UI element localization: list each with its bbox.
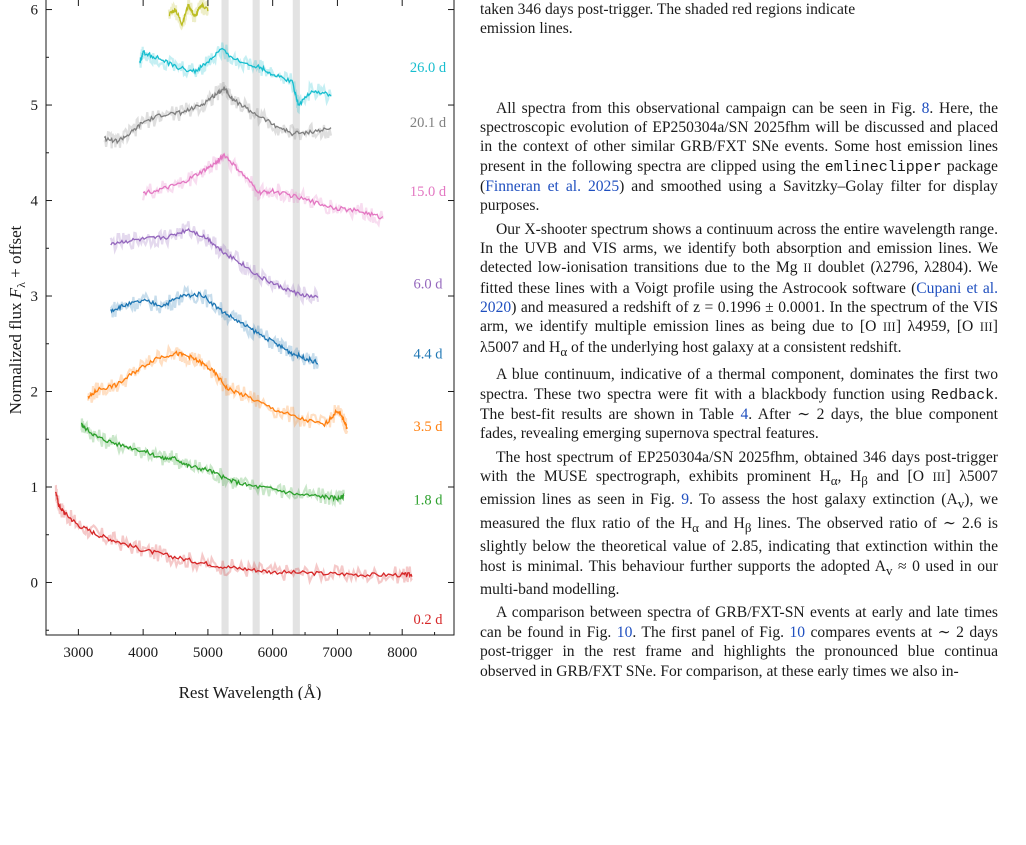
epoch-label: 4.4 d	[414, 346, 444, 362]
x-tick-label: 7000	[322, 645, 352, 661]
y-tick-label: 4	[31, 194, 39, 210]
epoch-label: 0.2 d	[414, 612, 444, 628]
x-tick-label: 5000	[193, 645, 223, 661]
figure-caption-tail: taken 346 days post-trigger. The shaded …	[480, 1, 856, 38]
emission-line-band-2	[252, 0, 260, 635]
finneran-citation-link[interactable]: Finneran et al. 2025	[485, 178, 620, 196]
spectrum-noise-15p0-d	[142, 152, 384, 228]
x-tick-label: 3000	[63, 645, 93, 661]
epoch-label: 26.0 d	[410, 60, 447, 76]
spectrum-noise-top	[167, 0, 209, 31]
spectra-chart: 3000 4000 5000 6000 7000 8000 0 1 2 3 4 5 6 26.0 d 20…	[6, 0, 455, 702]
plot-frame	[45, 0, 455, 636]
y-tick-label: 6	[31, 3, 39, 19]
x-tick-label: 4000	[128, 645, 158, 661]
spectrum-line-1p8-d	[80, 422, 345, 503]
emlineclipper-code: emlineclipper	[824, 158, 942, 176]
paragraph-5: A comparison between spectra of GRB/FXT-…	[480, 604, 998, 680]
body-text-column: taken 346 days post-trigger. The shaded …	[480, 0, 998, 681]
figure-9-link[interactable]: 9	[681, 491, 690, 509]
epoch-label: 3.5 d	[414, 419, 444, 435]
spectrum-line-top	[168, 1, 209, 27]
spectrum-noise-26p0-d	[138, 42, 333, 115]
y-axis-label: Normalized flux Fλ + offset	[6, 225, 28, 414]
spectrum-noise-3p5-d	[87, 343, 349, 434]
x-tick-label: 6000	[258, 645, 288, 661]
spectra-figure: 3000 4000 5000 6000 7000 8000 0 1 2 3 4 5 6 26.0 d 20…	[0, 0, 470, 702]
figure-10-link[interactable]: 10	[616, 623, 633, 641]
spectrum-line-0p2-d	[55, 491, 413, 579]
x-axis-label: Rest Wavelength (Å)	[179, 683, 322, 700]
emission-line-band-1	[221, 0, 229, 635]
epoch-label: 1.8 d	[414, 492, 444, 508]
paragraph-3: A blue continuum, indicative of a therma…	[480, 366, 999, 443]
epoch-label: 20.1 d	[410, 115, 447, 131]
spectrum-noise-1p8-d	[80, 418, 345, 508]
paragraph-4: The host spectrum of EP250304a/SN 2025fh…	[480, 448, 998, 599]
spectrum-line-6p0-d	[110, 227, 319, 299]
emission-line-band-3	[292, 0, 300, 635]
paragraph-1: All spectra from this observational camp…	[480, 99, 998, 215]
spectrum-line-20p1-d	[103, 86, 332, 145]
figure-10-link-2[interactable]: 10	[789, 623, 806, 641]
y-tick-label: 2	[31, 385, 39, 401]
spectrum-line-4p4-d	[110, 291, 319, 365]
y-tick-label: 0	[31, 575, 39, 591]
cupani-citation-link[interactable]: Cupani et al. 2020	[480, 279, 999, 317]
x-tick-label: 8000	[387, 645, 417, 661]
epoch-label: 6.0 d	[414, 277, 444, 293]
spectrum-line-26p0-d	[139, 47, 332, 106]
spectrum-noise-0p2-d	[54, 484, 413, 586]
figure-8-link[interactable]: 8	[921, 99, 930, 117]
redback-code: Redback	[931, 386, 995, 404]
spectrum-noise-4p4-d	[109, 284, 320, 370]
paragraph-2: Our X-shooter spectrum shows a continuum…	[480, 220, 999, 359]
epoch-label: 15.0 d	[410, 184, 447, 200]
y-tick-label: 1	[31, 480, 39, 496]
spectrum-line-3p5-d	[87, 350, 348, 430]
y-tick-label: 3	[31, 289, 39, 305]
spectrum-line-15p0-d	[142, 152, 384, 220]
y-tick-label: 5	[31, 98, 39, 114]
table-4-link[interactable]: 4	[740, 405, 749, 423]
